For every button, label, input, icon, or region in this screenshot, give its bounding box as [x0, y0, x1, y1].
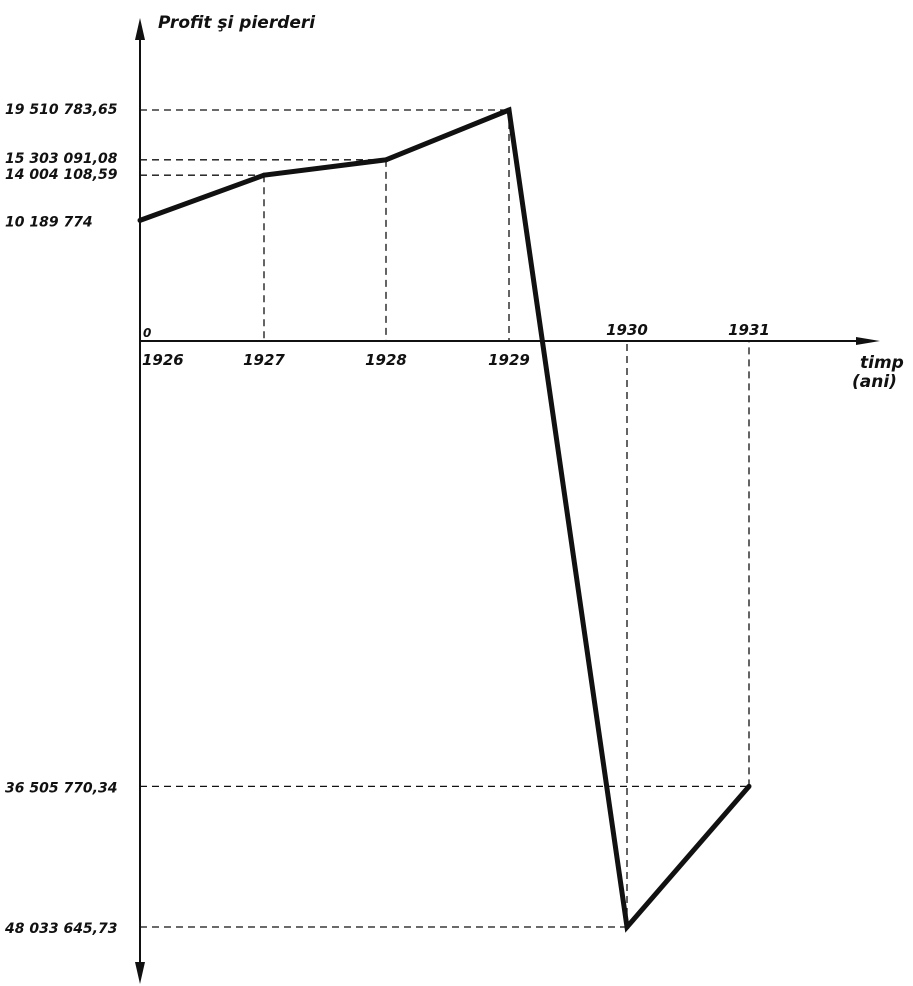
y-axis-arrow-top	[135, 18, 145, 40]
year-label-1929: 1929	[488, 351, 530, 369]
data-point-1931	[746, 783, 752, 789]
value-label-1927: 14 004 108,59	[5, 167, 118, 183]
axes	[135, 18, 880, 984]
year-label-1928: 1928	[365, 351, 407, 369]
guide-lines	[140, 109, 750, 928]
series-group	[137, 106, 752, 933]
profit-series-line	[139, 106, 751, 933]
origin-label: 0	[143, 326, 151, 340]
value-label-1930: 48 033 645,73	[4, 921, 117, 937]
data-point-1930	[624, 924, 630, 930]
x-axis-arrow	[856, 337, 880, 345]
year-label-1930: 1930	[606, 321, 648, 339]
data-point-1927	[261, 172, 267, 178]
data-point-1926	[137, 217, 143, 223]
value-label-1928: 15 303 091,08	[5, 151, 118, 167]
label-group: Profit şi pierderi 0 timp (ani) 10 189 7…	[4, 13, 904, 937]
value-label-1931: 36 505 770,34	[5, 780, 117, 796]
x-axis-title-line-2: (ani)	[852, 372, 897, 392]
data-point-1928	[383, 157, 389, 163]
year-label-1927: 1927	[243, 351, 285, 369]
year-label-1926: 1926	[142, 351, 184, 369]
value-label-1929: 19 510 783,65	[5, 102, 118, 118]
x-axis-title-line-1: timp	[860, 353, 904, 373]
year-label-1931: 1931	[728, 321, 770, 339]
value-label-1926: 10 189 774	[5, 214, 93, 230]
data-point-1929	[506, 107, 512, 113]
y-axis-title: Profit şi pierderi	[158, 13, 316, 33]
y-axis-arrow-bottom	[135, 962, 145, 984]
